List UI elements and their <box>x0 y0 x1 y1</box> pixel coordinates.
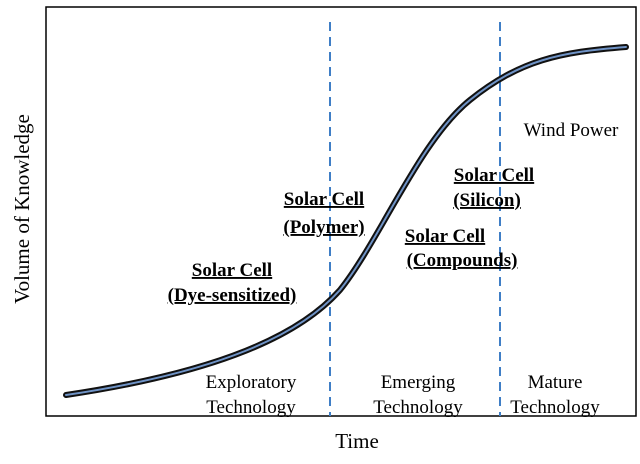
stage-label-emerging: Emerging Technology <box>373 372 463 418</box>
technology-label-dye-sensitized: Solar Cell (Dye-sensitized) <box>168 260 297 306</box>
technology-label-line1: Solar Cell <box>192 260 272 281</box>
stage-label-line2: Technology <box>373 397 463 418</box>
stage-label-mature: Mature Technology <box>510 372 600 418</box>
technology-label-compounds: Solar Cell (Compounds) <box>405 226 518 271</box>
plot-area-frame <box>45 6 637 417</box>
technology-label-line1: Solar Cell <box>405 226 485 247</box>
technology-label-line2: (Polymer) <box>283 217 364 238</box>
technology-label-polymer: Solar Cell (Polymer) <box>283 189 364 238</box>
y-axis-label: Volume of Knowledge <box>10 114 34 304</box>
x-axis-label: Time <box>335 429 379 453</box>
technology-label-line1: Solar Cell <box>284 189 364 210</box>
technology-label-line2: (Dye-sensitized) <box>168 285 297 306</box>
stage-label-line1: Emerging <box>381 372 456 393</box>
stage-label-line1: Mature <box>528 372 583 393</box>
stage-label-line2: Technology <box>206 397 296 418</box>
knowledge-s-curve <box>65 46 627 396</box>
mature-example-label: Wind Power <box>524 120 619 141</box>
technology-label-silicon: Solar Cell (Silicon) <box>453 165 534 211</box>
stage-label-line2: Technology <box>510 397 600 418</box>
technology-label-line2: (Compounds) <box>407 250 518 271</box>
stage-label-exploratory: Exploratory Technology <box>206 372 297 418</box>
technology-label-line2: (Silicon) <box>453 190 521 211</box>
technology-label-line1: Solar Cell <box>454 165 534 186</box>
stage-label-line1: Exploratory <box>206 372 297 393</box>
